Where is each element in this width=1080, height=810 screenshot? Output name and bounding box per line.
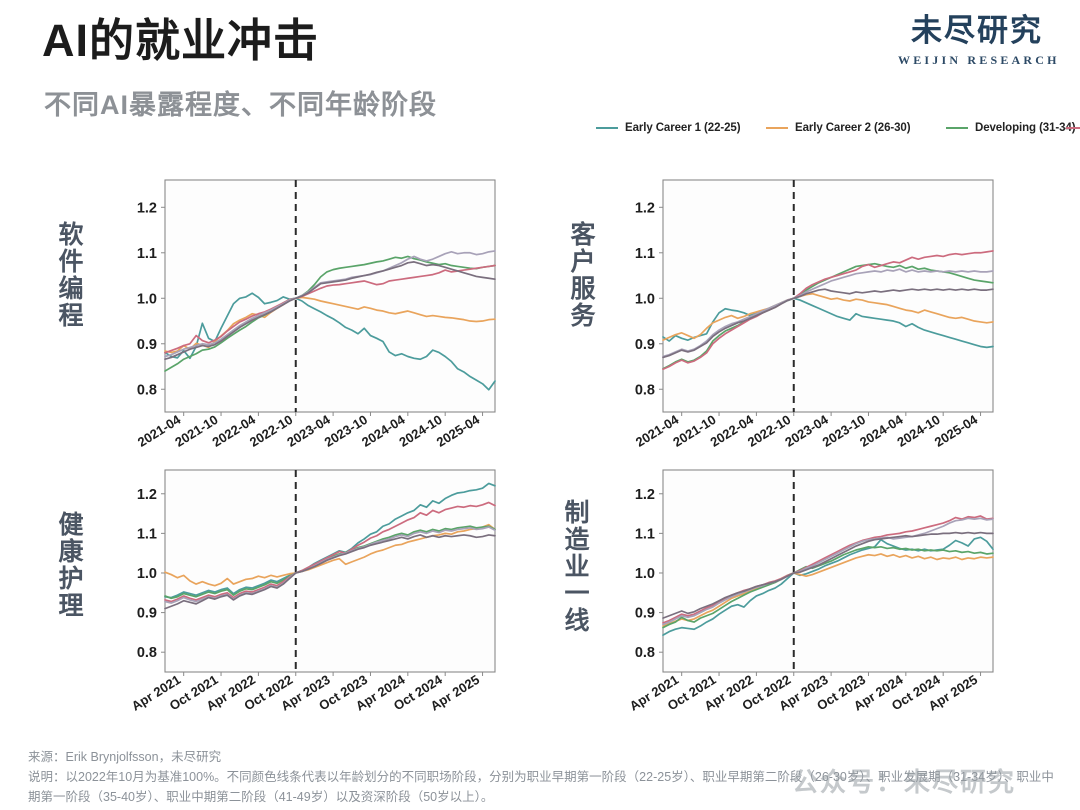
row-label-char: 编 (58, 275, 84, 303)
y-axis-tick-label: 0.8 (137, 645, 157, 661)
legend-label: Early Career 1 (22-25) (625, 122, 741, 134)
series-line (164, 261, 496, 361)
plot-frame (662, 469, 994, 673)
series-line (164, 264, 496, 354)
chart-panel-customer-service[interactable]: 0.8 0.9 1.0 1.1 1.2 2021-04 2021-10 2022-04 2022… (619, 170, 1003, 490)
legend-color-swatch (596, 127, 618, 129)
footer-note: 说明：以2022年10月为基准100%。不同颜色线条代表以年龄划分的不同职场阶段… (28, 770, 1054, 804)
y-axis-tick-label: 0.9 (635, 606, 655, 622)
row-label-char: 线 (564, 607, 590, 635)
y-axis-tick-label: 1.2 (635, 200, 655, 216)
panel-row-label-healthcare: 健康护理 (54, 512, 88, 620)
series-line (662, 297, 994, 349)
legend-label: Developing (31-34) (975, 122, 1076, 134)
series-line (662, 517, 994, 626)
row-label-char: 服 (570, 275, 596, 303)
y-axis-tick-label: 1.0 (635, 566, 655, 582)
plot-frame (662, 179, 994, 413)
y-axis-tick-label: 0.9 (635, 337, 655, 353)
y-axis-tick-label: 0.9 (137, 606, 157, 622)
y-axis-tick-label: 1.1 (137, 246, 157, 262)
row-label-char: 健 (58, 511, 84, 539)
series-line (164, 523, 496, 587)
series-line (164, 255, 496, 372)
chart-legend: Early Career 1 (22-25) Early Career 2 (26… (596, 118, 1080, 138)
row-label-char: 业 (564, 553, 590, 581)
row-label-char: 理 (58, 592, 84, 620)
x-axis-tick-label: 2025-04 (932, 411, 981, 449)
row-label-char: 户 (570, 248, 596, 276)
y-axis-tick-label: 0.8 (137, 382, 157, 398)
y-axis-tick-label: 0.9 (137, 337, 157, 353)
brand-logo: 未尽研究 WEIJIN RESEARCH (898, 13, 1060, 68)
line-chart-software: 0.80.91.01.11.22021-042021-102022-042022… (135, 179, 496, 450)
x-axis-tick-label: 2025-04 (434, 411, 483, 449)
row-label-char: 程 (58, 302, 84, 330)
series-line (164, 501, 496, 603)
y-axis-tick-label: 1.0 (137, 291, 157, 307)
series-line (662, 288, 994, 359)
row-label-char: 一 (564, 580, 590, 608)
line-chart-customer-service: 0.80.91.01.11.22021-042021-102022-042022… (633, 179, 994, 450)
legend-color-swatch (766, 127, 788, 129)
y-axis-tick-label: 1.1 (137, 526, 157, 542)
row-label-char: 客 (570, 221, 596, 249)
plot-frame (164, 179, 496, 413)
legend-color-swatch (1066, 127, 1080, 129)
series-line (662, 531, 994, 619)
panel-row-label-software: 软件编程 (54, 222, 88, 330)
footer-source: 来源：Erik Brynjolfsson，未尽研究 (28, 750, 222, 764)
y-axis-tick-label: 1.0 (635, 291, 655, 307)
y-axis-tick-label: 1.2 (137, 200, 157, 216)
plot-frame (164, 469, 496, 673)
brand-logo-english: WEIJIN RESEARCH (898, 53, 1060, 68)
legend-item[interactable]: Early Career 2 (26-30) (766, 122, 946, 134)
y-axis-tick-label: 0.8 (635, 645, 655, 661)
chart-panel-healthcare[interactable]: 0.8 0.9 1.0 1.1 1.2 Apr 2021 Oct 2021 Apr 2022 O… (121, 460, 505, 750)
y-axis-tick-label: 1.2 (137, 487, 157, 503)
legend-item[interactable]: Developing (31-34) (946, 122, 1076, 134)
footer: 来源：Erik Brynjolfsson，未尽研究 说明：以2022年10月为基… (28, 748, 1058, 807)
row-label-char: 康 (58, 538, 84, 566)
y-axis-tick-label: 0.8 (635, 382, 655, 398)
legend-label: Early Career 2 (26-30) (795, 122, 911, 134)
legend-color-swatch (946, 127, 968, 129)
series-line (164, 292, 496, 391)
header: AI的就业冲击 不同AI暴露程度、不同年龄阶段 未尽研究 WEIJIN RESE… (0, 0, 1080, 118)
brand-logo-chinese: 未尽研究 (911, 13, 1043, 48)
y-axis-tick-label: 1.2 (635, 487, 655, 503)
series-line (164, 534, 496, 610)
series-line (164, 250, 496, 358)
y-axis-tick-label: 1.1 (635, 526, 655, 542)
chart-panel-software[interactable]: 0.8 0.9 1.0 1.1 1.2 2021-04 2021-10 2022-04 2022… (121, 170, 505, 490)
chart-panel-manufacturing[interactable]: 0.8 0.9 1.0 1.1 1.2 Apr 2021 Oct 2021 Apr 2022 O… (619, 460, 1003, 750)
legend-item[interactable]: Early Career 1 (22-25) (596, 122, 766, 134)
series-line (662, 250, 994, 371)
page-subtitle: 不同AI暴露程度、不同年龄阶段 (44, 90, 437, 120)
row-label-char: 软 (58, 221, 84, 249)
legend-item[interactable]: Mid-Career 1 (35-40) (1066, 122, 1080, 134)
series-line (662, 268, 994, 358)
row-label-char: 制 (564, 499, 590, 527)
series-line (662, 553, 994, 627)
series-line (662, 545, 994, 629)
y-axis-tick-label: 1.0 (137, 566, 157, 582)
row-label-char: 务 (570, 302, 596, 330)
row-label-char: 护 (58, 565, 84, 593)
page-title: AI的就业冲击 (42, 15, 320, 66)
row-label-char: 造 (564, 526, 590, 554)
y-axis-tick-label: 1.1 (635, 246, 655, 262)
series-line (662, 292, 994, 341)
row-label-char: 件 (58, 248, 84, 276)
panel-row-label-manufacturing: 制造业一线 (560, 500, 594, 635)
panel-row-label-customer-service: 客户服务 (566, 222, 600, 330)
